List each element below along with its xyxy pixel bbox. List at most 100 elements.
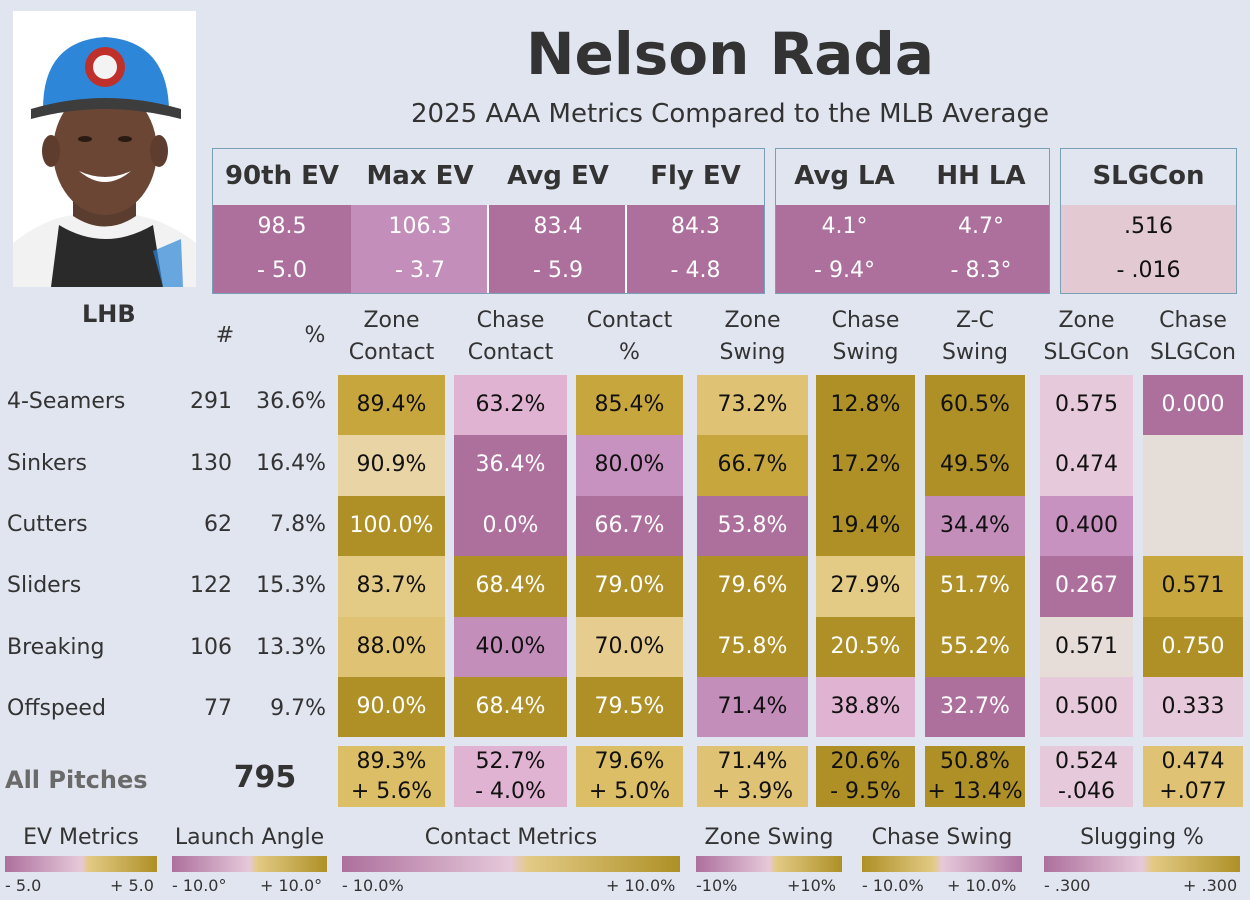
la-diff: - 9.4° <box>776 249 913 293</box>
column-header: Chase SLGCon <box>1149 308 1237 365</box>
legend-gradient-bar <box>172 856 327 872</box>
legend-gradient-bar <box>696 856 842 872</box>
slg-diff: - .016 <box>1061 249 1236 293</box>
heatmap-cell: 34.4% <box>925 496 1025 556</box>
heatmap-cell: 0.0% <box>454 496 567 556</box>
pitch-type-label: Offspeed <box>7 696 106 721</box>
heatmap-cell: 89.4% <box>338 375 445 435</box>
heatmap-cell: 68.4% <box>454 556 567 617</box>
slg-header: SLGCon <box>1092 161 1205 191</box>
la-header: HH LA <box>936 161 1026 191</box>
ev-value: 83.4 <box>489 205 627 249</box>
heatmap-cell: 17.2% <box>816 435 915 496</box>
slg-value: .516 <box>1061 205 1236 249</box>
pitch-count: 77 <box>204 696 232 721</box>
pitch-count: 291 <box>190 389 232 414</box>
heatmap-cell: 0.571 <box>1143 556 1243 617</box>
legend-min: - 10.0% <box>862 876 924 895</box>
slgcon-panel: SLGCon .516 - .016 <box>1060 148 1237 294</box>
legend-title: EV Metrics <box>23 825 139 850</box>
heatmap-cell: 0.400 <box>1040 496 1133 556</box>
heatmap-cell: 36.4% <box>454 435 567 496</box>
heatmap-cell: 90.9% <box>338 435 445 496</box>
heatmap-cell: 60.5% <box>925 375 1025 435</box>
column-header: Z-C Swing <box>942 308 1008 365</box>
total-pitch-count: 795 <box>233 760 297 795</box>
heatmap-cell: 100.0% <box>338 496 445 556</box>
heatmap-cell: 79.6% <box>697 556 808 617</box>
pitch-usage-pct: 9.7% <box>270 696 326 721</box>
legend-max: + 10.0% <box>947 876 1017 895</box>
heatmap-cell: 79.0% <box>576 556 683 617</box>
total-cell: 52.7% - 4.0% <box>454 746 567 807</box>
heatmap-cell: 51.7% <box>925 556 1025 617</box>
column-header: Zone Contact <box>348 308 435 365</box>
heatmap-cell: 0.333 <box>1143 677 1243 737</box>
heatmap-cell: 80.0% <box>576 435 683 496</box>
legend-min: -10% <box>696 876 738 895</box>
heatmap-cell: 88.0% <box>338 617 445 677</box>
heatmap-cell: 0.267 <box>1040 556 1133 617</box>
player-headshot-icon <box>13 11 196 287</box>
pitch-type-label: Sliders <box>7 573 82 598</box>
heatmap-cell: 73.2% <box>697 375 808 435</box>
heatmap-cell: 55.2% <box>925 617 1025 677</box>
legend-max: +10% <box>787 876 836 895</box>
legend-min: - 10.0% <box>342 876 404 895</box>
ev-metrics-panel: 90th EV Max EV Avg EV Fly EV 98.5 106.3 … <box>212 148 765 294</box>
total-cell: 89.3% + 5.6% <box>338 746 445 807</box>
ev-diff: - 3.7 <box>351 249 489 293</box>
la-value: 4.1° <box>776 205 913 249</box>
pitch-count: 106 <box>190 635 232 660</box>
ev-diff: - 5.0 <box>213 249 351 293</box>
legend-title: Launch Angle <box>174 825 325 850</box>
ev-header: 90th EV <box>224 161 340 191</box>
heatmap-cell: 0.750 <box>1143 617 1243 677</box>
heatmap-cell: 66.7% <box>576 496 683 556</box>
total-cell: 50.8% + 13.4% <box>925 746 1025 807</box>
column-header: Zone Swing <box>719 308 786 365</box>
legend-title: Slugging % <box>1080 825 1204 850</box>
heatmap-cell: 19.4% <box>816 496 915 556</box>
page-subtitle: 2025 AAA Metrics Compared to the MLB Ave… <box>411 99 1049 129</box>
ev-value: 98.5 <box>213 205 351 249</box>
heatmap-cell: 40.0% <box>454 617 567 677</box>
pct-header: % <box>304 323 326 348</box>
pitch-usage-pct: 36.6% <box>256 389 326 414</box>
total-cell: 20.6% - 9.5% <box>816 746 915 807</box>
batter-hand: LHB <box>82 300 136 328</box>
column-divider <box>487 205 489 293</box>
heatmap-cell: 63.2% <box>454 375 567 435</box>
la-diff: - 8.3° <box>913 249 1049 293</box>
heatmap-cell: 79.5% <box>576 677 683 737</box>
total-cell: 0.524 -.046 <box>1040 746 1133 807</box>
pitch-type-label: Sinkers <box>7 451 88 476</box>
la-header: Avg LA <box>794 161 895 191</box>
legend-min: - 10.0° <box>172 876 227 895</box>
legend-min: - .300 <box>1044 876 1091 895</box>
total-cell: 0.474 +.077 <box>1143 746 1243 807</box>
player-photo <box>13 11 196 287</box>
pitch-usage-pct: 16.4% <box>256 451 326 476</box>
pitch-type-label: 4-Seamers <box>7 389 126 414</box>
ev-value: 106.3 <box>351 205 489 249</box>
heatmap-cell: 32.7% <box>925 677 1025 737</box>
pitch-usage-pct: 15.3% <box>256 573 326 598</box>
heatmap-cell: 0.000 <box>1143 375 1243 435</box>
heatmap-cell: 90.0% <box>338 677 445 737</box>
column-header: Contact% <box>586 308 673 365</box>
pitch-type-label: Cutters <box>7 512 88 537</box>
ev-diff: - 5.9 <box>489 249 627 293</box>
heatmap-cell: 66.7% <box>697 435 808 496</box>
heatmap-cell: 0.500 <box>1040 677 1133 737</box>
pitch-usage-pct: 13.3% <box>256 635 326 660</box>
pitch-count: 122 <box>190 573 232 598</box>
total-cell: 71.4% + 3.9% <box>697 746 808 807</box>
page-title: Nelson Rada <box>525 20 935 88</box>
pitch-count: 130 <box>190 451 232 476</box>
heatmap-cell: 49.5% <box>925 435 1025 496</box>
column-header: Chase Swing <box>831 308 900 365</box>
heatmap-cell <box>1143 435 1243 496</box>
ev-value: 84.3 <box>627 205 764 249</box>
column-header: Zone SLGCon <box>1043 308 1130 365</box>
